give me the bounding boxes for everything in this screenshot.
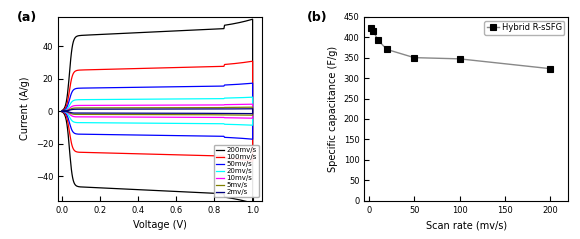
100mv/s: [59, 109, 66, 112]
200mv/s: [59, 109, 66, 112]
10mv/s: [157, 104, 164, 107]
Hybrid R-sSFG: [383, 48, 390, 51]
2mv/s: [157, 108, 164, 111]
100mv/s: [157, 66, 164, 69]
Hybrid R-sSFG: [374, 39, 381, 42]
5mv/s: [249, 114, 256, 117]
Legend: Hybrid R-sSFG: Hybrid R-sSFG: [484, 21, 564, 35]
20mv/s: [231, 96, 238, 99]
10mv/s: [151, 116, 158, 119]
5mv/s: [151, 113, 158, 116]
10mv/s: [231, 103, 238, 106]
2mv/s: [59, 110, 66, 113]
200mv/s: [249, 18, 256, 21]
100mv/s: [184, 154, 191, 157]
100mv/s: [249, 60, 256, 63]
Line: 5mv/s: 5mv/s: [62, 107, 253, 115]
X-axis label: Voltage (V): Voltage (V): [133, 220, 187, 230]
Line: 2mv/s: 2mv/s: [62, 109, 253, 114]
200mv/s: [184, 190, 191, 193]
5mv/s: [126, 106, 133, 109]
50mv/s: [249, 138, 256, 141]
100mv/s: [249, 160, 256, 163]
X-axis label: Scan rate (mv/s): Scan rate (mv/s): [426, 220, 507, 230]
20mv/s: [151, 122, 158, 125]
20mv/s: [157, 98, 164, 101]
Y-axis label: Specific capacitance (F/g): Specific capacitance (F/g): [328, 46, 338, 172]
Hybrid R-sSFG: [547, 67, 554, 70]
50mv/s: [249, 82, 256, 85]
Text: (a): (a): [17, 11, 38, 24]
20mv/s: [59, 110, 66, 113]
10mv/s: [249, 117, 256, 120]
5mv/s: [157, 106, 164, 109]
Hybrid R-sSFG: [411, 56, 418, 59]
10mv/s: [126, 104, 133, 107]
Y-axis label: Current (A/g): Current (A/g): [20, 77, 30, 141]
10mv/s: [249, 103, 256, 106]
100mv/s: [231, 62, 238, 65]
200mv/s: [59, 110, 66, 113]
2mv/s: [249, 112, 256, 115]
10mv/s: [59, 110, 66, 113]
Line: 50mv/s: 50mv/s: [62, 83, 253, 139]
200mv/s: [249, 202, 256, 205]
Line: 100mv/s: 100mv/s: [62, 61, 253, 161]
2mv/s: [249, 107, 256, 110]
50mv/s: [59, 110, 66, 113]
2mv/s: [126, 108, 133, 111]
5mv/s: [231, 106, 238, 109]
5mv/s: [249, 106, 256, 109]
200mv/s: [231, 22, 238, 25]
50mv/s: [214, 135, 221, 138]
Hybrid R-sSFG: [370, 30, 377, 33]
Line: 20mv/s: 20mv/s: [62, 97, 253, 125]
Line: 200mv/s: 200mv/s: [62, 19, 253, 203]
50mv/s: [59, 109, 66, 112]
50mv/s: [157, 86, 164, 88]
50mv/s: [151, 134, 158, 137]
20mv/s: [184, 122, 191, 125]
2mv/s: [59, 110, 66, 113]
200mv/s: [151, 189, 158, 192]
100mv/s: [59, 110, 66, 113]
20mv/s: [126, 98, 133, 101]
200mv/s: [214, 192, 221, 195]
Legend: 200mv/s, 100mv/s, 50mv/s, 20mv/s, 10mv/s, 5mv/s, 2mv/s: 200mv/s, 100mv/s, 50mv/s, 20mv/s, 10mv/s…: [213, 145, 259, 197]
20mv/s: [249, 124, 256, 127]
2mv/s: [231, 108, 238, 110]
200mv/s: [126, 32, 133, 34]
10mv/s: [214, 116, 221, 119]
100mv/s: [151, 153, 158, 156]
200mv/s: [157, 30, 164, 33]
5mv/s: [184, 113, 191, 116]
Line: 10mv/s: 10mv/s: [62, 104, 253, 118]
Hybrid R-sSFG: [367, 27, 374, 30]
Text: (b): (b): [307, 11, 328, 24]
10mv/s: [59, 110, 66, 113]
50mv/s: [184, 134, 191, 137]
50mv/s: [231, 83, 238, 86]
100mv/s: [214, 154, 221, 157]
20mv/s: [214, 122, 221, 125]
2mv/s: [184, 112, 191, 115]
2mv/s: [214, 112, 221, 115]
5mv/s: [59, 110, 66, 113]
50mv/s: [126, 86, 133, 89]
100mv/s: [126, 67, 133, 70]
5mv/s: [214, 113, 221, 116]
5mv/s: [59, 110, 66, 113]
20mv/s: [249, 96, 256, 99]
Line: Hybrid R-sSFG: Hybrid R-sSFG: [368, 25, 553, 71]
10mv/s: [184, 116, 191, 119]
20mv/s: [59, 110, 66, 113]
2mv/s: [151, 112, 158, 115]
Hybrid R-sSFG: [456, 57, 463, 60]
